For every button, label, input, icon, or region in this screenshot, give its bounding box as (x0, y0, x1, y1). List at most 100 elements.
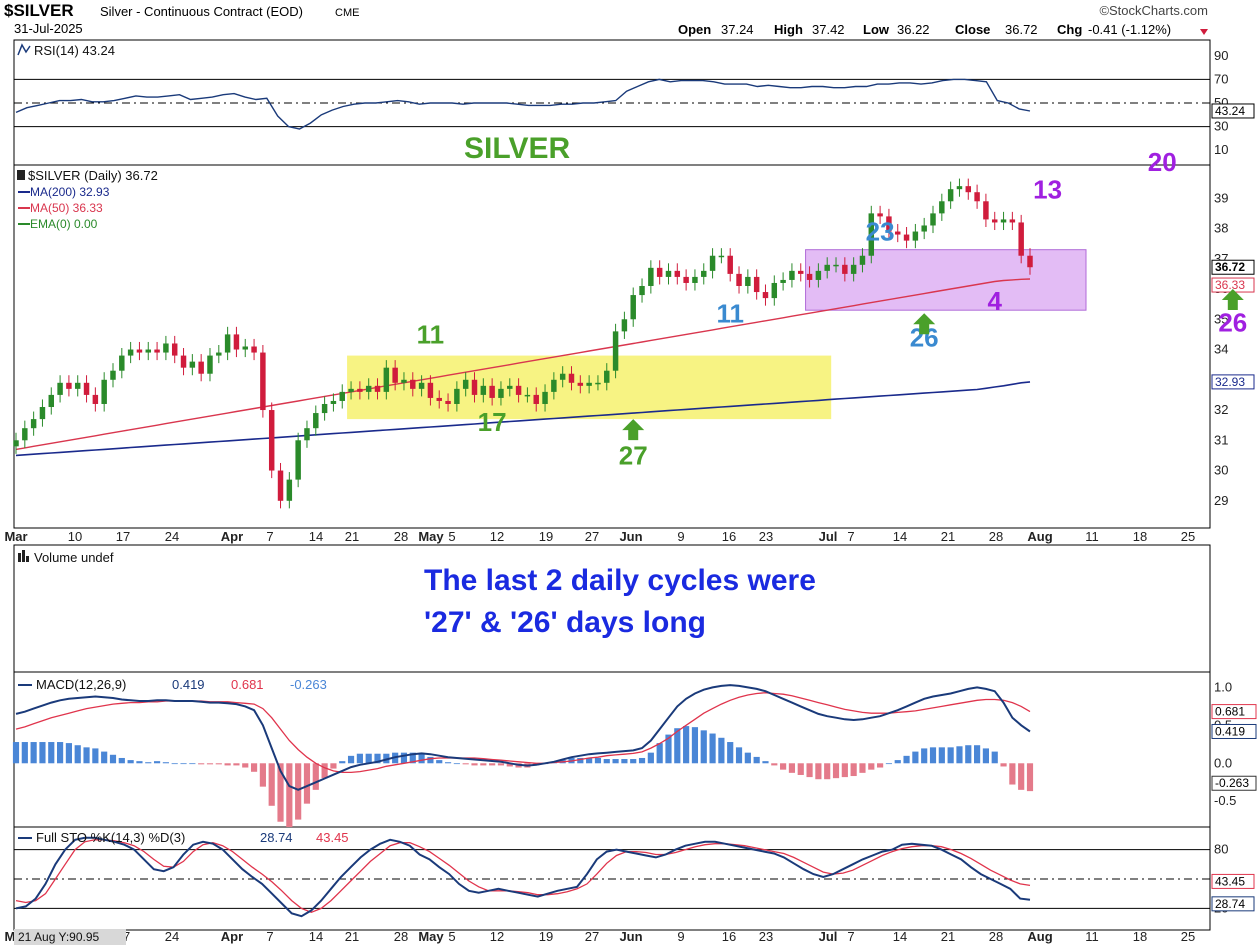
macd-histogram-bar (418, 753, 425, 764)
candle-body (313, 413, 319, 429)
cursor-readout: 21 Aug Y:90.95 (14, 929, 126, 945)
macd-histogram-bar (30, 742, 37, 764)
candle-body (542, 391, 548, 404)
candle-body (974, 192, 980, 202)
candle-body (39, 407, 46, 420)
ohlc-readout: Open 37.24 High 37.42 Low 36.22 Close 36… (678, 22, 1208, 37)
macd-histogram-bar (921, 748, 928, 764)
sto-legend-d: 43.45 (316, 830, 349, 845)
candle-body (119, 355, 125, 371)
candle-body (1009, 219, 1016, 223)
macd-histogram-bar (691, 727, 699, 764)
date-tick-label: 16 (722, 529, 736, 544)
macd-histogram-bar (233, 763, 240, 766)
rsi-tick-label: 70 (1214, 71, 1228, 86)
candle-body (771, 282, 778, 299)
candle-body (701, 270, 707, 277)
cycle-low-arrow-26b (1221, 289, 1244, 311)
candle-body (780, 279, 786, 283)
macd-histogram-bar (638, 757, 646, 764)
candle-body (57, 382, 63, 395)
rsi-tick-label: 10 (1214, 142, 1228, 157)
macd-histogram-bar (312, 763, 319, 790)
date-tick-label: 14 (893, 529, 907, 544)
purple-range-box (805, 249, 1087, 311)
high-value: 37.42 (812, 22, 845, 37)
macd-histogram-bar (39, 742, 46, 764)
candle-body (171, 343, 178, 356)
rsi-tick-label: 30 (1214, 119, 1228, 134)
candle-body (207, 355, 213, 374)
macd-histogram-bar (771, 763, 778, 766)
candle-body (233, 334, 240, 350)
candle-body (604, 370, 610, 383)
candle-body (842, 264, 848, 274)
candle-body (507, 385, 513, 389)
low-value: 36.22 (897, 22, 930, 37)
macd-histogram-bar (982, 748, 989, 764)
candle-body (489, 385, 495, 398)
candle-body (242, 346, 248, 350)
macd-histogram-bar (824, 763, 831, 780)
candle-body (198, 361, 204, 374)
candle-body (683, 276, 689, 283)
candle-body (268, 410, 275, 471)
candle-body (110, 370, 116, 380)
macd-histogram-bar (974, 745, 981, 764)
date-tick-label: 10 (68, 529, 82, 544)
date-tick-label: Mar (4, 529, 27, 544)
candle-body (83, 382, 90, 395)
macd-histogram-bar (74, 745, 81, 764)
date-tick-label: 11 (1085, 529, 1099, 544)
candle-body (163, 343, 169, 353)
candle-body (260, 352, 266, 411)
macd-histogram-bar (647, 752, 654, 764)
candle-body (656, 267, 663, 277)
macd-signal-tag-text: 0.681 (1215, 705, 1245, 719)
candle-body (224, 334, 231, 353)
macd-histogram-bar (471, 763, 478, 766)
macd-histogram-bar (409, 752, 416, 764)
candle-body (965, 186, 972, 193)
volume-panel (13, 544, 1211, 673)
date-tick-label-bottom: 16 (722, 929, 736, 944)
date-tick-label-bottom: 7 (266, 929, 273, 944)
candle-body (498, 388, 504, 398)
sto-legend-k: 28.74 (260, 830, 293, 845)
candle-body (815, 270, 822, 280)
date-tick-label-bottom: 14 (893, 929, 907, 944)
macd-histogram-bar (480, 763, 487, 766)
candle-body (321, 403, 328, 414)
candle-body (621, 319, 628, 332)
macd-histogram-bar (83, 747, 90, 764)
macd-histogram-bar (198, 763, 205, 765)
candle-body (533, 394, 539, 404)
macd-histogram-bar (497, 763, 505, 766)
macd-tick-label: -0.5 (1214, 793, 1236, 808)
candle-body (357, 388, 363, 392)
candle-body (745, 276, 751, 286)
date-tick-label-bottom: 11 (1085, 929, 1099, 944)
macd-histogram-bar (462, 763, 469, 765)
macd-histogram-bar (277, 763, 284, 822)
cycle-count-label: 27 (619, 440, 648, 470)
candle-body (22, 428, 28, 441)
cycle-count-label: 26 (1218, 307, 1247, 337)
ema-legend: EMA(0) 0.00 (30, 217, 98, 231)
brand-label[interactable]: ©StockCharts.com (1099, 3, 1208, 18)
macd-histogram-bar (303, 763, 311, 804)
candle-body (789, 270, 795, 280)
sto-k-line (15, 836, 1031, 918)
date-tick-label-bottom: 25 (1181, 929, 1195, 944)
sto-d-tag (1211, 873, 1255, 889)
date-tick-label-bottom: 21 (941, 929, 955, 944)
ma50-line (15, 278, 1031, 451)
volume-legend-text: Volume undef (34, 550, 114, 565)
candle-body (330, 400, 337, 404)
macd-histogram-bar (947, 747, 954, 764)
date-tick-label-bottom: May (418, 929, 444, 944)
cursor-readout-bg (14, 929, 126, 945)
